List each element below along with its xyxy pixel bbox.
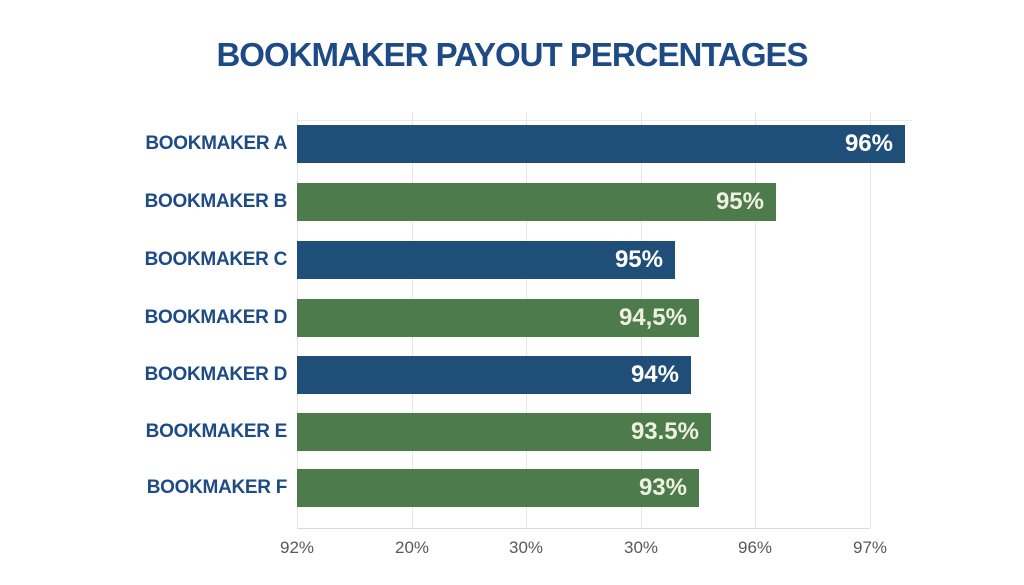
bar: 93% <box>297 469 699 507</box>
bar-value-label: 95% <box>715 188 764 215</box>
category-label: BOOKMAKER D <box>144 307 288 328</box>
plot-top-border <box>297 120 912 121</box>
category-label: BOOKMAKER C <box>144 249 288 270</box>
bar-value-label: 93.5% <box>630 418 699 445</box>
bar: 95% <box>297 183 776 221</box>
category-label: BOOKMAKER A <box>145 133 287 154</box>
category-label: BOOKMAKER B <box>144 191 288 212</box>
x-tick-label: 30% <box>508 538 544 557</box>
bar: 93.5% <box>297 413 711 451</box>
category-label: BOOKMAKER D <box>144 364 288 385</box>
gridline <box>870 112 871 528</box>
chart-title: BOOKMAKER PAYOUT PERCENTAGES <box>216 36 808 73</box>
bar-value-label: 94,5% <box>618 304 687 331</box>
x-tick-label: 92% <box>279 538 315 557</box>
bar-value-label: 96% <box>844 130 893 157</box>
x-tick-label: 30% <box>623 538 659 557</box>
bar: 95% <box>297 241 675 279</box>
gridline <box>755 112 756 528</box>
bar: 94,5% <box>297 299 699 337</box>
bar-value-label: 95% <box>614 246 663 273</box>
bar-value-label: 93% <box>638 474 687 501</box>
x-tick-label: 96% <box>737 538 773 557</box>
bar: 94% <box>297 356 691 394</box>
bar: 96% <box>297 125 905 163</box>
category-label: BOOKMAKER F <box>146 477 288 498</box>
x-axis-line <box>297 528 870 529</box>
category-label: BOOKMAKER E <box>145 421 288 442</box>
x-tick-label: 97% <box>852 538 888 557</box>
x-tick-label: 20% <box>394 538 430 557</box>
bar-value-label: 94% <box>630 361 679 388</box>
